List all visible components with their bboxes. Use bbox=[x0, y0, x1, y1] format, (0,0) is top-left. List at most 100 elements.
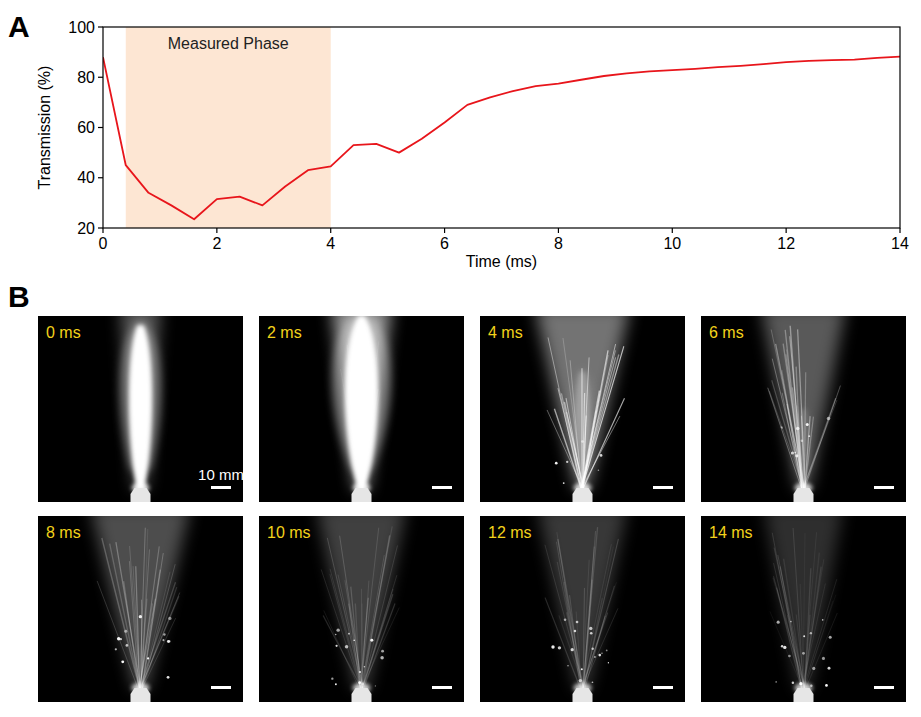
spray-streak bbox=[559, 615, 584, 690]
droplet bbox=[794, 452, 796, 454]
y-tick bbox=[98, 177, 103, 178]
x-tick bbox=[899, 228, 900, 233]
spray-haze bbox=[535, 316, 630, 490]
droplet bbox=[574, 630, 577, 633]
spray-streak bbox=[340, 536, 363, 690]
y-tick-label: 80 bbox=[77, 69, 95, 86]
image-frame: 14 ms bbox=[701, 506, 906, 702]
droplet bbox=[822, 619, 824, 621]
frame-time-label: 10 ms bbox=[267, 524, 311, 541]
image-content bbox=[259, 316, 464, 502]
spray-streak bbox=[583, 539, 619, 690]
droplet bbox=[790, 621, 792, 623]
droplet bbox=[558, 646, 561, 649]
plot-area bbox=[103, 27, 900, 228]
spray-streak bbox=[361, 526, 392, 690]
image-frame: 8 ms bbox=[38, 506, 243, 702]
droplet bbox=[381, 650, 384, 653]
image-frame: 6 ms bbox=[701, 306, 906, 502]
nozzle bbox=[794, 688, 814, 702]
spray-streak bbox=[363, 604, 395, 690]
plot-frame bbox=[103, 27, 900, 228]
spray-streak bbox=[97, 581, 138, 690]
droplet bbox=[359, 671, 361, 673]
scale-bar bbox=[653, 686, 673, 689]
droplet bbox=[795, 454, 798, 457]
scale-bar bbox=[874, 486, 894, 489]
spray-streak bbox=[338, 575, 363, 690]
spray-haze bbox=[91, 516, 191, 690]
x-tick bbox=[330, 228, 331, 233]
spray-streak bbox=[583, 531, 595, 690]
droplet bbox=[781, 645, 783, 647]
nozzle bbox=[352, 488, 372, 502]
droplet bbox=[336, 628, 339, 631]
frame-time-label: 6 ms bbox=[709, 324, 744, 341]
droplet bbox=[803, 635, 805, 637]
droplet bbox=[139, 615, 142, 618]
droplet bbox=[827, 417, 831, 421]
droplet bbox=[335, 645, 337, 647]
nozzle bbox=[131, 688, 151, 702]
spray-streak bbox=[583, 527, 598, 690]
image-content bbox=[480, 316, 685, 502]
spray-streak bbox=[581, 613, 608, 690]
spray-streak bbox=[803, 533, 805, 690]
droplet bbox=[167, 676, 170, 679]
x-tick bbox=[102, 228, 103, 233]
spray-haze bbox=[761, 316, 846, 490]
spray-streak bbox=[141, 572, 170, 690]
droplet bbox=[581, 668, 583, 670]
frame-time-label: 12 ms bbox=[488, 524, 532, 541]
scale-bar bbox=[653, 486, 673, 489]
scale-bar bbox=[874, 686, 894, 689]
frame-time-label: 14 ms bbox=[709, 524, 753, 541]
x-tick-label: 4 bbox=[326, 235, 335, 252]
frame-time-label: 0 ms bbox=[46, 324, 81, 341]
droplet bbox=[551, 645, 554, 648]
droplet bbox=[822, 657, 825, 660]
droplet bbox=[796, 427, 800, 431]
droplet bbox=[563, 482, 565, 484]
spray-haze bbox=[121, 316, 161, 490]
scale-bar bbox=[432, 686, 452, 689]
image-content bbox=[480, 516, 685, 702]
droplet bbox=[348, 633, 350, 635]
droplet bbox=[781, 427, 783, 429]
droplet bbox=[606, 650, 608, 652]
frame-time-label: 8 ms bbox=[46, 524, 81, 541]
droplet bbox=[589, 627, 592, 630]
spray-streak bbox=[802, 559, 824, 690]
droplet bbox=[167, 640, 170, 643]
x-tick bbox=[786, 228, 787, 233]
droplet bbox=[579, 679, 582, 682]
droplet bbox=[806, 423, 809, 426]
data-line bbox=[103, 57, 900, 220]
x-tick bbox=[558, 228, 559, 233]
droplet bbox=[590, 632, 593, 635]
droplet bbox=[792, 682, 794, 684]
droplet bbox=[335, 634, 337, 636]
droplet bbox=[571, 648, 574, 651]
spray-streak bbox=[803, 579, 837, 690]
x-tick-label: 0 bbox=[99, 235, 108, 252]
spray-streak bbox=[362, 604, 363, 690]
droplet bbox=[608, 662, 609, 663]
spray-glow bbox=[568, 367, 597, 470]
droplet bbox=[777, 621, 780, 624]
x-axis-title: Time (ms) bbox=[466, 253, 537, 270]
spray-haze bbox=[764, 516, 844, 690]
droplet bbox=[601, 653, 602, 654]
scale-bar bbox=[211, 486, 231, 489]
droplet bbox=[581, 440, 584, 443]
y-axis-title: Transmission (%) bbox=[36, 66, 53, 190]
droplet bbox=[335, 683, 337, 685]
droplet bbox=[168, 640, 170, 642]
droplet bbox=[162, 639, 164, 641]
droplet bbox=[364, 666, 366, 668]
spray-streak bbox=[360, 598, 368, 690]
y-tick-label: 100 bbox=[68, 19, 95, 36]
spray-streak bbox=[545, 545, 584, 690]
droplet bbox=[168, 617, 171, 620]
droplet bbox=[812, 667, 815, 670]
